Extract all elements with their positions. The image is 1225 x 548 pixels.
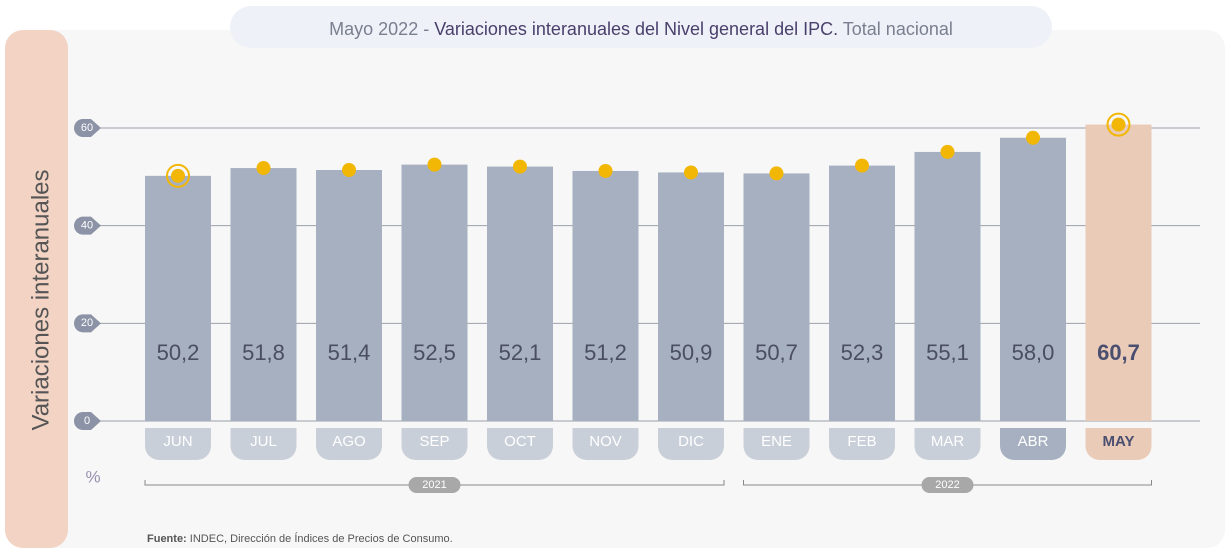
bar [230,168,297,421]
category-pill [914,428,981,460]
category-pill [1000,428,1066,460]
value-label: 58,0 [1012,340,1055,365]
category-pill [829,428,895,460]
category-pill [145,428,211,460]
y-tick-label: 60 [81,122,93,134]
title-main: Variaciones interanuales del Nivel gener… [434,19,838,39]
marker [1111,117,1126,132]
y-tick-label: 0 [84,415,90,427]
side-panel [5,30,68,548]
marker [855,158,869,173]
bar [914,151,981,421]
category-pill [1085,428,1152,460]
marker [598,163,613,178]
category-pill [316,428,382,460]
marker [171,168,185,183]
x-tick-label: OCT [504,433,536,450]
x-tick-label: DIC [678,433,704,450]
value-label: 50,7 [755,340,798,365]
x-tick-label: SEP [419,433,449,450]
bar [1000,137,1066,421]
marker [513,159,527,174]
value-label: 52,1 [499,340,542,365]
value-label: 52,5 [413,340,456,365]
x-tick-label: ENE [761,433,792,450]
marker [1026,130,1040,145]
title-prefix: Mayo 2022 - [329,19,434,39]
x-tick-label: AGO [332,433,365,450]
x-tick-label: JUL [250,433,277,450]
x-tick-label: ABR [1018,433,1049,450]
marker-ring [1106,112,1131,137]
bar [829,165,895,421]
marker [940,144,955,159]
bar [658,172,724,421]
marker [769,166,784,181]
value-label: 60,7 [1097,340,1140,365]
chart-title: Mayo 2022 - Variaciones interanuales del… [329,19,953,39]
bar [401,164,468,421]
y-tick-badge [74,412,101,430]
marker-ring [166,163,190,188]
group-pill [408,477,461,493]
y-tick-label: 20 [81,317,93,329]
y-tick-badge [74,216,101,235]
x-tick-label: NOV [589,433,622,450]
bar [316,169,382,421]
marker [256,161,271,176]
y-tick-badge [74,119,101,137]
bar [487,166,553,421]
group-label: 2021 [422,479,446,491]
value-label: 50,9 [670,340,713,365]
unit-label: % [85,467,100,486]
x-tick-label: JUN [163,433,192,450]
value-label: 51,8 [242,340,285,365]
x-tick-label: MAY [1103,433,1135,450]
y-axis-label: Variaciones interanuales [27,169,54,430]
value-label: 51,4 [328,340,371,365]
marker [684,165,698,180]
x-tick-label: FEB [847,433,876,450]
y-tick-badge [74,314,101,333]
bar [743,173,810,421]
value-label: 52,3 [841,340,884,365]
category-pill [487,428,553,460]
source-label: Fuente: [147,533,187,545]
x-tick-label: MAR [931,433,965,450]
category-pill [658,428,724,460]
marker [427,157,442,172]
category-pill [572,428,639,460]
source: Fuente: INDEC, Dirección de Índices de P… [147,532,453,545]
group-label: 2022 [935,479,959,491]
value-label: 50,2 [157,340,200,365]
value-label: 51,2 [584,340,627,365]
category-pill [743,428,810,460]
title-pill [230,6,1052,48]
category-pill [401,428,468,460]
title-suffix: Total nacional [838,19,953,39]
marker [342,162,356,177]
bar [145,175,211,421]
group-pill [921,477,974,493]
y-tick-label: 40 [81,220,93,232]
category-pill [230,428,297,460]
value-label: 55,1 [926,340,969,365]
bar [572,170,639,421]
source-text: INDEC, Dirección de Índices de Precios d… [187,532,453,545]
bar [1085,124,1152,421]
